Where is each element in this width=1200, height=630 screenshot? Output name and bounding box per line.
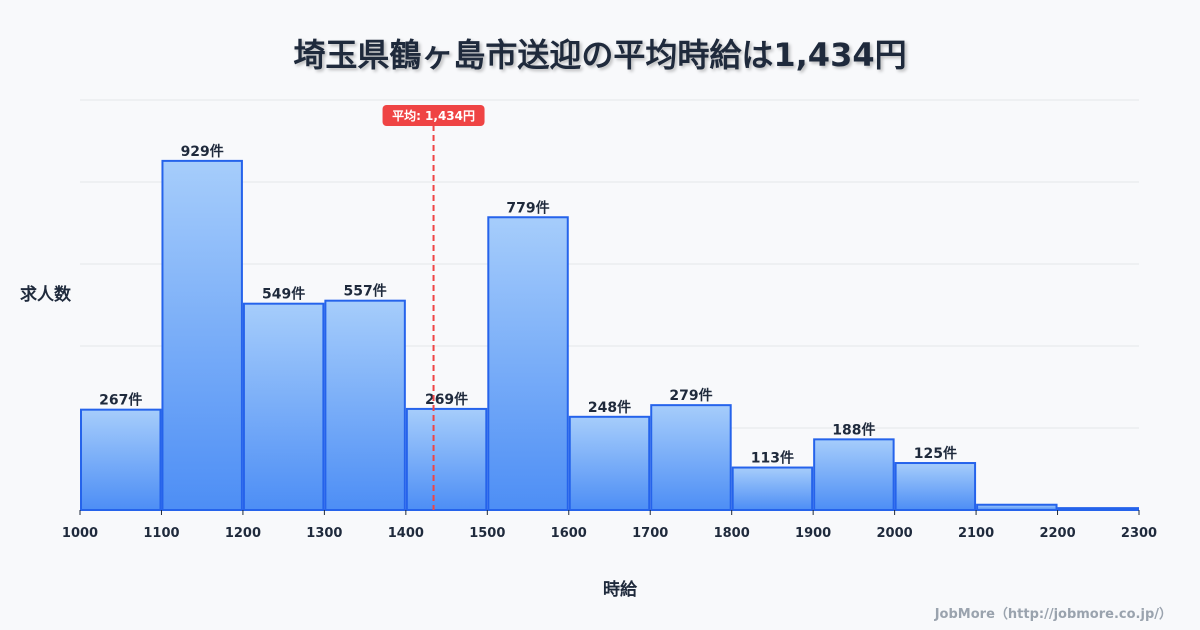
bar-value-label: 549件 xyxy=(262,286,305,303)
bar-value-label: 279件 xyxy=(669,387,712,404)
bar-value-label: 557件 xyxy=(343,283,386,300)
bar-value-label: 929件 xyxy=(181,143,224,160)
x-tick-label: 2100 xyxy=(958,526,994,541)
mean-label: 平均: 1,434円 xyxy=(392,108,475,123)
x-tick-label: 1000 xyxy=(62,526,98,541)
credit-text: JobMore（http://jobmore.co.jp/） xyxy=(934,607,1172,622)
histogram-bar xyxy=(487,216,569,511)
histogram-bar xyxy=(80,408,162,511)
bar-value-label: 248件 xyxy=(588,399,631,416)
x-tick-label: 1800 xyxy=(714,526,750,541)
bar-value-label: 113件 xyxy=(751,450,794,467)
histogram-bar xyxy=(568,415,651,511)
histogram-bar xyxy=(894,462,977,511)
bar-value-label: 188件 xyxy=(832,421,875,438)
x-tick-label: 2200 xyxy=(1039,526,1075,541)
bar-value-label: 125件 xyxy=(914,445,957,462)
x-tick-label: 1500 xyxy=(469,526,505,541)
histogram-bar xyxy=(1057,507,1139,512)
x-tick-label: 2300 xyxy=(1121,526,1157,541)
x-tick-label: 1100 xyxy=(143,526,179,541)
x-tick-label: 1400 xyxy=(388,526,424,541)
y-axis-label: 求人数 xyxy=(20,285,71,305)
histogram-bar xyxy=(242,302,325,511)
histogram-bar xyxy=(731,466,814,511)
mean-label-badge xyxy=(382,105,485,126)
x-tick-label: 1700 xyxy=(632,526,668,541)
histogram-bar xyxy=(813,438,895,511)
bar-value-label: 269件 xyxy=(425,391,468,408)
histogram-bar xyxy=(405,407,488,512)
chart-title: 埼玉県鶴ヶ島市送迎の平均時給は1,434円 xyxy=(293,36,907,74)
x-tick-label: 1600 xyxy=(551,526,587,541)
x-tick-label: 1900 xyxy=(795,526,831,541)
bar-value-label: 779件 xyxy=(506,199,549,216)
x-tick-label: 2000 xyxy=(877,526,913,541)
x-tick-label: 1300 xyxy=(306,526,342,541)
x-axis-label: 時給 xyxy=(603,580,637,600)
histogram-bar xyxy=(324,299,406,511)
histogram-bar xyxy=(650,404,732,512)
bar-value-label: 267件 xyxy=(99,392,142,409)
histogram-bar xyxy=(161,159,243,512)
histogram-bar xyxy=(976,503,1058,511)
x-tick-label: 1200 xyxy=(225,526,261,541)
